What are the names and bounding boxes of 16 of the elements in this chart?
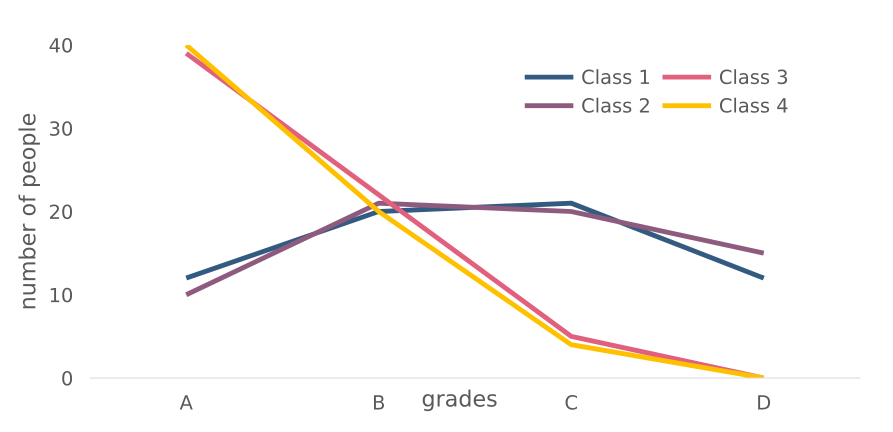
x-axis-title: grades [422,390,497,412]
legend-label: Class 2 [582,98,649,113]
x-tick-label: B [374,395,384,410]
y-tick-label: 10 [50,288,72,302]
legend-label: Class 3 [720,69,788,84]
legend-label: Class 4 [720,98,788,113]
y-axis-title: number of people [18,114,40,308]
y-tick-label: 30 [50,121,72,136]
line-series [184,200,766,298]
y-tick-label: 40 [50,38,72,53]
y-tick-label: 20 [50,204,72,220]
x-tick-label: C [566,395,577,410]
y-tick-label: 0 [62,370,72,386]
x-tick-label: D [758,395,770,410]
legend-label: Class 1 [582,69,650,84]
x-tick-label: A [180,395,193,410]
